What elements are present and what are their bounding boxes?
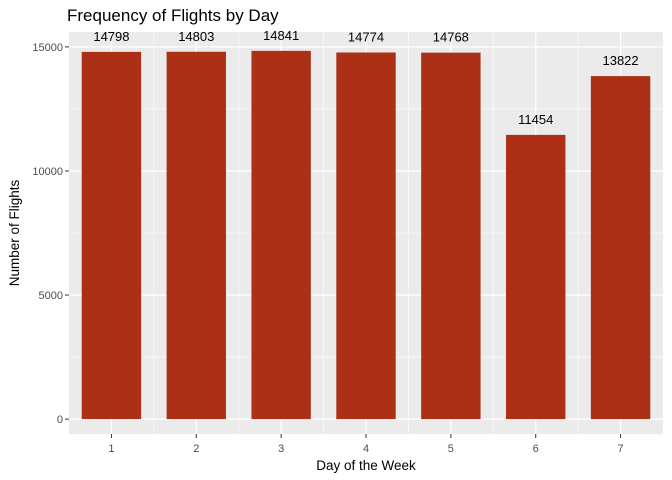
bar-day-7 [590,76,651,420]
bar-day-5 [421,52,481,420]
bar-day-3 [251,50,311,420]
bar-day-4 [336,52,396,420]
bars [81,50,651,420]
x-tick-label: 6 [533,443,539,455]
data-label-day-3: 14841 [263,28,299,43]
data-label-day-1: 14798 [93,29,129,44]
x-tick-label: 2 [193,443,199,455]
bar-day-2 [166,51,226,420]
bar-day-6 [506,134,566,420]
data-label-day-2: 14803 [178,29,214,44]
y-tick-label: 15000 [32,42,63,54]
x-axis-title: Day of the Week [316,458,416,473]
x-tick-label: 1 [108,443,114,455]
data-labels: 14798 14803 14841 14774 14768 11454 13822 [93,28,638,127]
data-label-day-5: 14768 [433,30,469,45]
y-axis: 0 5000 10000 15000 [32,42,69,426]
x-tick-label: 7 [618,443,624,455]
data-label-day-6: 11454 [518,112,553,127]
x-tick-label: 5 [448,443,454,455]
x-axis: 1 2 3 4 5 6 7 [108,434,624,455]
data-label-day-7: 13822 [602,53,638,68]
y-tick-label: 5000 [39,290,63,302]
y-tick-label: 10000 [32,166,63,178]
y-tick-label: 0 [57,414,63,426]
chart-title: Frequency of Flights by Day [67,6,279,25]
data-label-day-4: 14774 [348,29,384,44]
x-tick-label: 3 [278,443,284,455]
bar-day-1 [81,51,142,420]
x-tick-label: 4 [363,443,369,455]
y-axis-title: Number of Flights [7,179,22,286]
